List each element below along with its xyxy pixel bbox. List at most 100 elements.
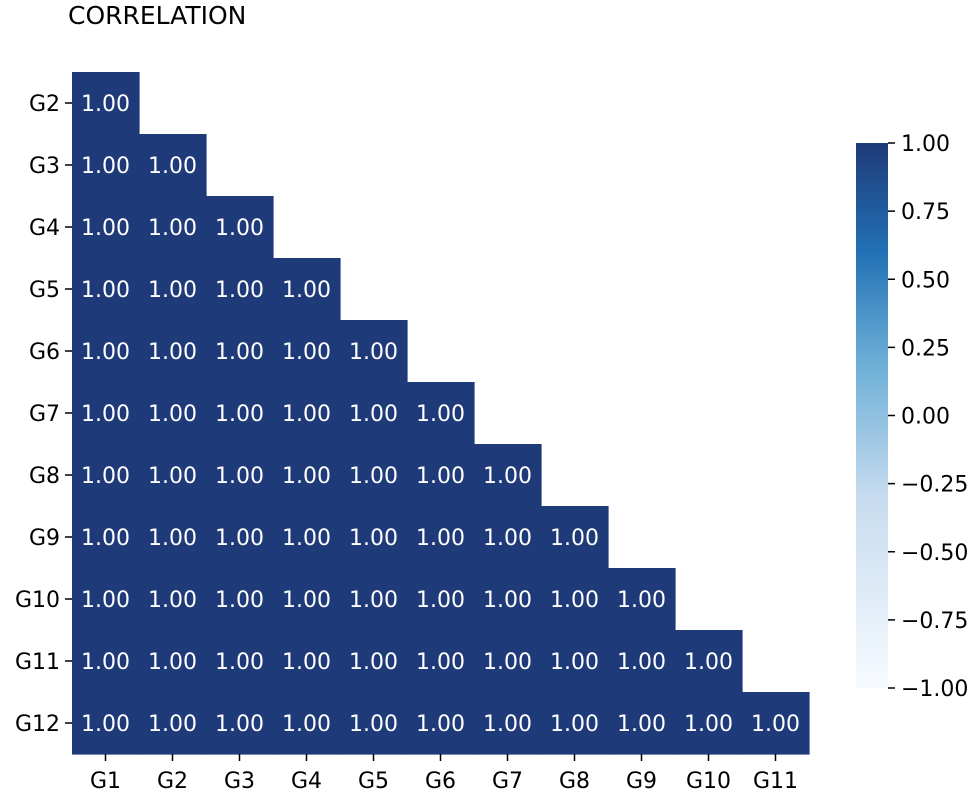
heatmap-cell: [474, 692, 542, 755]
colorbar-tick-label: −1.00: [901, 677, 968, 702]
cell-value-label: 1.00: [148, 340, 197, 365]
cell-value-label: 1.00: [550, 650, 599, 675]
heatmap-cell: [139, 506, 207, 569]
cell-value-label: 1.00: [483, 712, 532, 737]
heatmap-cell: [407, 692, 475, 755]
cell-value-label: 1.00: [550, 712, 599, 737]
cell-value-label: 1.00: [81, 650, 130, 675]
cell-value-label: 1.00: [416, 712, 465, 737]
cell-value-label: 1.00: [215, 340, 264, 365]
heatmap-cell: [72, 258, 140, 321]
x-tick-label: G5: [358, 769, 389, 794]
heatmap-cell: [139, 692, 207, 755]
colorbar-gradient: [856, 143, 888, 688]
heatmap-cell: [407, 630, 475, 693]
heatmap-cell: [742, 692, 810, 755]
cell-value-label: 1.00: [81, 154, 130, 179]
cell-value-label: 1.00: [282, 588, 331, 613]
colorbar-tick-label: −0.75: [901, 609, 968, 634]
cell-value-label: 1.00: [483, 526, 532, 551]
cell-value-label: 1.00: [684, 712, 733, 737]
cell-value-label: 1.00: [617, 650, 666, 675]
cell-value-label: 1.00: [550, 588, 599, 613]
heatmap-cell: [340, 506, 408, 569]
heatmap-cell: [206, 196, 274, 259]
cell-value-label: 1.00: [148, 278, 197, 303]
cell-value-label: 1.00: [215, 712, 264, 737]
cell-value-label: 1.00: [416, 464, 465, 489]
heatmap-cell: [541, 692, 609, 755]
heatmap-cell: [273, 630, 341, 693]
cell-value-label: 1.00: [148, 402, 197, 427]
cell-value-label: 1.00: [483, 464, 532, 489]
heatmap-cell: [340, 320, 408, 383]
heatmap-cell: [273, 692, 341, 755]
heatmap-cell: [273, 258, 341, 321]
y-tick-label: G10: [15, 588, 60, 613]
heatmap-cell: [72, 630, 140, 693]
cell-value-label: 1.00: [282, 526, 331, 551]
x-tick-label: G4: [291, 769, 322, 794]
chart-title: CORRELATION: [68, 1, 246, 30]
heatmap-cell: [273, 568, 341, 631]
heatmap-cell: [72, 196, 140, 259]
cell-value-label: 1.00: [81, 92, 130, 117]
colorbar-tick-label: 0.25: [901, 336, 950, 361]
y-tick-label: G11: [15, 650, 60, 675]
heatmap-cell: [206, 258, 274, 321]
cell-value-label: 1.00: [148, 216, 197, 241]
x-tick-label: G11: [753, 769, 798, 794]
heatmap-cell: [474, 444, 542, 507]
heatmap-cell: [139, 382, 207, 445]
heatmap-cell: [72, 568, 140, 631]
heatmap-cell: [139, 320, 207, 383]
y-tick-label: G12: [15, 712, 60, 737]
cell-value-label: 1.00: [617, 588, 666, 613]
cell-value-label: 1.00: [148, 650, 197, 675]
heatmap-cell: [541, 506, 609, 569]
x-tick-label: G2: [157, 769, 188, 794]
cell-value-label: 1.00: [282, 650, 331, 675]
x-tick-label: G3: [224, 769, 255, 794]
heatmap-cell: [273, 444, 341, 507]
heatmap-cell: [675, 630, 743, 693]
cell-value-label: 1.00: [416, 650, 465, 675]
cell-value-label: 1.00: [349, 526, 398, 551]
cell-value-label: 1.00: [215, 216, 264, 241]
heatmap-cell: [139, 568, 207, 631]
heatmap-cell: [608, 568, 676, 631]
heatmap-cell: [72, 320, 140, 383]
heatmap-cell: [273, 506, 341, 569]
colorbar: 1.00 0.75 0.50 0.25 0.00 −0.25 −0.50 −0.75 −1.00: [856, 132, 968, 702]
colorbar-tick-label: 0.50: [901, 268, 950, 293]
colorbar-tick-label: 0.00: [901, 405, 950, 430]
heatmap-cell: [206, 506, 274, 569]
heatmap-cell: [206, 692, 274, 755]
y-tick-label: G3: [29, 154, 60, 179]
cell-value-label: 1.00: [215, 278, 264, 303]
heatmap-cell: [474, 506, 542, 569]
cell-value-label: 1.00: [282, 402, 331, 427]
heatmap-cells: 1.00 1.00 1.00 1.00 1.00 1.00 1.00 1.00 1.00 1.00…: [72, 72, 810, 755]
colorbar-tick-label: −0.25: [901, 473, 968, 498]
cell-value-label: 1.00: [483, 588, 532, 613]
x-tick-label: G10: [686, 769, 731, 794]
cell-value-label: 1.00: [215, 526, 264, 551]
cell-value-label: 1.00: [349, 588, 398, 613]
cell-value-label: 1.00: [282, 464, 331, 489]
heatmap-cell: [407, 444, 475, 507]
heatmap-cell: [72, 382, 140, 445]
cell-value-label: 1.00: [148, 526, 197, 551]
cell-value-label: 1.00: [215, 650, 264, 675]
cell-value-label: 1.00: [215, 402, 264, 427]
cell-value-label: 1.00: [349, 712, 398, 737]
heatmap-cell: [206, 382, 274, 445]
cell-value-label: 1.00: [282, 278, 331, 303]
heatmap-cell: [139, 134, 207, 197]
heatmap-cell: [541, 568, 609, 631]
heatmap-cell: [407, 568, 475, 631]
heatmap-cell: [608, 692, 676, 755]
cell-value-label: 1.00: [81, 464, 130, 489]
y-tick-label: G4: [29, 216, 60, 241]
